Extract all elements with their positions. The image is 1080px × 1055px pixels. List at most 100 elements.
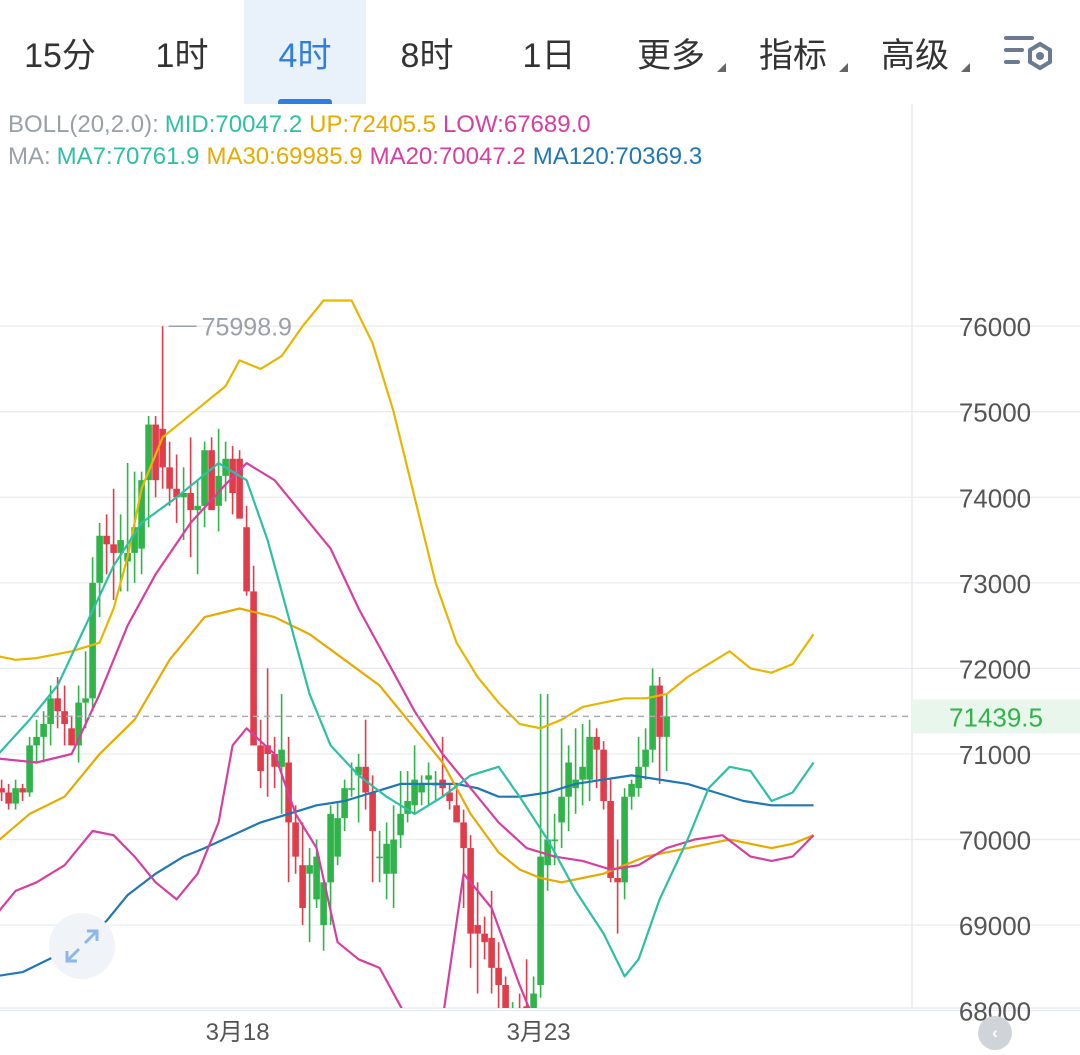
candle bbox=[187, 437, 194, 558]
candle bbox=[180, 467, 187, 541]
y-tick-label: 70000 bbox=[959, 826, 1031, 856]
legend-item: MID:70047.2 bbox=[164, 111, 303, 138]
candle bbox=[565, 745, 572, 831]
candle bbox=[285, 736, 292, 883]
candle bbox=[103, 514, 110, 575]
collapse-chart-button[interactable]: ‹ bbox=[978, 1016, 1012, 1050]
candle-body bbox=[194, 505, 201, 511]
candle bbox=[243, 505, 250, 596]
candle-body bbox=[299, 865, 306, 908]
tab-1[interactable]: 1时 bbox=[122, 0, 242, 104]
candle bbox=[26, 736, 33, 797]
candle bbox=[446, 783, 453, 810]
candle-body bbox=[82, 698, 89, 703]
candle-body bbox=[558, 796, 565, 823]
tab-5[interactable]: 更多 bbox=[610, 0, 732, 104]
candle-body bbox=[271, 753, 278, 767]
candle-body bbox=[418, 783, 425, 793]
candle bbox=[33, 719, 40, 763]
candle bbox=[397, 771, 404, 849]
candle bbox=[0, 779, 5, 802]
tab-0[interactable]: 15分 bbox=[0, 0, 120, 104]
boll-mid-line bbox=[0, 462, 815, 871]
last-price-label: 71439.5 bbox=[949, 702, 1043, 732]
candle-body bbox=[68, 728, 75, 746]
fullscreen-button[interactable] bbox=[49, 913, 115, 979]
candle-body bbox=[292, 822, 299, 857]
candlestick-chart[interactable]: 6800069000700007100072000730007400075000… bbox=[0, 104, 1080, 1055]
tab-7[interactable]: 高级 bbox=[854, 0, 976, 104]
candle-body bbox=[145, 424, 152, 481]
legend-item: UP:72405.5 bbox=[309, 111, 436, 138]
candle bbox=[264, 668, 271, 797]
candle bbox=[215, 428, 222, 532]
candle bbox=[96, 522, 103, 618]
ma7-line bbox=[0, 462, 815, 978]
tab-2[interactable]: 4时 bbox=[244, 0, 366, 104]
interval-tab-bar: 15分 1时 4时 8时 1日 更多 指标 高级 bbox=[0, 0, 1080, 104]
candle-body bbox=[201, 450, 208, 506]
candle bbox=[600, 741, 607, 810]
dropdown-caret-icon bbox=[717, 63, 726, 72]
y-tick-label: 72000 bbox=[959, 654, 1031, 684]
candle-body bbox=[341, 788, 348, 819]
candle bbox=[621, 788, 628, 900]
candle-body bbox=[453, 805, 460, 823]
legend-item: MA7:70761.9 bbox=[56, 143, 200, 170]
candle bbox=[656, 676, 663, 784]
candle-body bbox=[411, 779, 418, 806]
candle-body bbox=[313, 856, 320, 900]
candle-body bbox=[138, 480, 145, 549]
candle bbox=[5, 783, 12, 810]
candle-body bbox=[607, 801, 614, 879]
candle-body bbox=[523, 1006, 530, 1008]
last-price-tag bbox=[912, 699, 1080, 734]
candle-body bbox=[180, 493, 187, 498]
candle-body bbox=[488, 937, 495, 968]
candle-body bbox=[628, 783, 635, 797]
candle bbox=[208, 437, 215, 511]
candle bbox=[222, 441, 229, 502]
candle-body bbox=[530, 993, 537, 1008]
candle-body bbox=[89, 582, 96, 699]
candle bbox=[390, 805, 397, 908]
tab-3[interactable]: 8时 bbox=[366, 0, 488, 104]
tab-label: 高级 bbox=[881, 36, 949, 75]
candle-body bbox=[544, 839, 551, 866]
candle bbox=[628, 779, 635, 810]
candle-body bbox=[460, 822, 467, 849]
candle-body bbox=[383, 843, 390, 874]
y-tick-label: 74000 bbox=[959, 483, 1031, 513]
candle bbox=[75, 685, 82, 763]
chart-settings-icon[interactable] bbox=[1002, 30, 1056, 74]
tab-6[interactable]: 指标 bbox=[732, 0, 854, 104]
candle bbox=[110, 488, 117, 600]
candle-body bbox=[621, 796, 628, 883]
x-tick-label: 3月23 bbox=[507, 1019, 571, 1046]
candle bbox=[292, 805, 299, 874]
candle-body bbox=[12, 788, 19, 804]
candle-body bbox=[600, 749, 607, 802]
candle-body bbox=[166, 467, 173, 489]
candle bbox=[635, 736, 642, 797]
candle-body bbox=[103, 535, 110, 545]
tab-4[interactable]: 1日 bbox=[488, 0, 610, 104]
max-price-label: 75998.9 bbox=[202, 313, 292, 341]
candle-body bbox=[257, 745, 264, 772]
y-tick-label: 73000 bbox=[959, 569, 1031, 599]
candle-body bbox=[26, 745, 33, 793]
candle-body bbox=[586, 736, 593, 780]
candle bbox=[495, 942, 502, 1008]
candle-body bbox=[278, 749, 285, 767]
candle-body bbox=[537, 856, 544, 985]
candle-body bbox=[649, 685, 656, 750]
candle-body bbox=[551, 839, 558, 842]
y-tick-label: 69000 bbox=[959, 911, 1031, 941]
candle bbox=[320, 882, 327, 951]
candle-body bbox=[54, 698, 61, 712]
candle-body bbox=[159, 428, 166, 468]
candle bbox=[68, 715, 75, 746]
candle-body bbox=[663, 716, 670, 737]
candle-body bbox=[355, 766, 362, 776]
candle bbox=[12, 779, 19, 810]
